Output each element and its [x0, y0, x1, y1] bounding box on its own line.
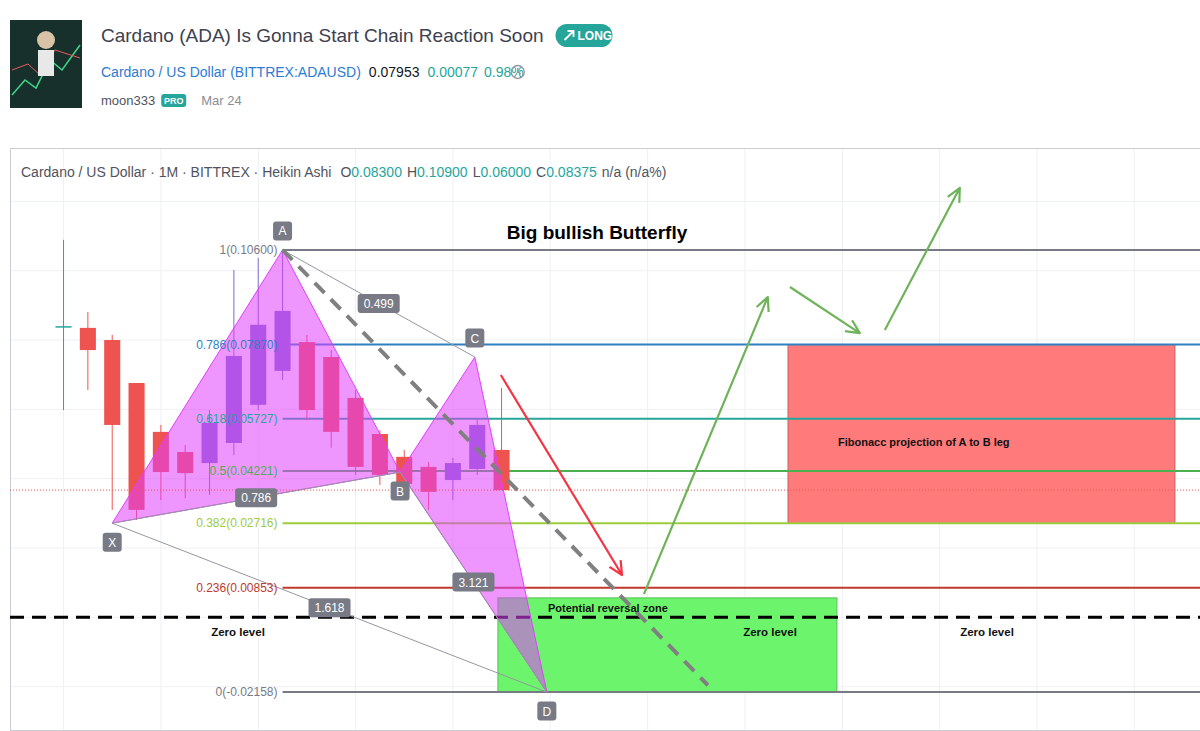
zero-level-label: Zero level — [211, 626, 265, 638]
fib-level-label: 0.618(0.05727) — [196, 412, 277, 426]
plot-area — [10, 188, 1200, 692]
plot-frame — [11, 149, 1200, 731]
ohlc-key: H — [407, 164, 417, 180]
pattern-point-text: D — [543, 705, 552, 719]
ohlc-key: C — [536, 164, 546, 180]
grid — [10, 148, 1200, 731]
ohlc-key: L — [473, 164, 481, 180]
projection-arrow — [885, 188, 960, 330]
ratio-label: 0.786 — [235, 488, 277, 507]
trend-line — [283, 250, 708, 685]
fib-level-line — [283, 522, 1200, 524]
zero-level-label: Zero level — [960, 626, 1014, 638]
long-badge: LONG — [556, 24, 613, 47]
candle-body — [104, 340, 120, 425]
chart-texts: Cardano / US Dollar · 1M · BITTREX · Hei… — [21, 164, 1014, 721]
grid-line-y — [10, 340, 1200, 341]
page-canvas: Cardano (ADA) Is Gonna Start Chain React… — [0, 0, 1200, 731]
grid-line-x — [63, 148, 64, 731]
ratio-label: 1.618 — [309, 598, 351, 617]
projection-arrow — [644, 297, 769, 594]
badge-text: LONG — [578, 29, 613, 43]
pattern-point-label: X — [103, 533, 122, 552]
idea-header: Cardano (ADA) Is Gonna Start Chain React… — [10, 20, 613, 108]
idea-title: Cardano (ADA) Is Gonna Start Chain React… — [101, 25, 544, 46]
clock-icon — [511, 66, 524, 79]
symbol-row: Cardano / US Dollar (BITTREX:ADAUSD) 0.07… — [101, 64, 524, 80]
candle-wick — [87, 312, 88, 390]
ohlc-key: O — [340, 164, 351, 180]
pattern-ratio-line — [112, 523, 547, 692]
pattern-point-label: B — [391, 482, 410, 501]
symbol-info: Cardano / US Dollar · 1M · BITTREX · Hei… — [21, 164, 331, 180]
zone-label: Fibonacc projection of A to B leg — [838, 436, 1010, 448]
pattern-point-label: C — [465, 329, 484, 348]
ratio-label-text: 3.121 — [458, 576, 488, 590]
fib-level-label: 0.5(0.04221) — [209, 464, 277, 478]
pattern-point-label: D — [537, 702, 556, 721]
pattern-point-text: A — [279, 224, 287, 238]
author-name: moon333 — [101, 93, 155, 108]
pattern-ratio-line — [400, 472, 547, 692]
ohlc-tail: n/a (n/a%) — [602, 164, 667, 180]
pro-badge: PRO — [161, 94, 186, 107]
zone-box — [788, 345, 1175, 524]
ratio-label-text: 0.499 — [364, 297, 394, 311]
zero-level-label: Zero level — [743, 626, 797, 638]
publish-date: Mar 24 — [201, 93, 241, 108]
pattern-point-text: X — [108, 536, 116, 550]
fib-level-label: 0.382(0.02716) — [196, 516, 277, 530]
ratio-label: 3.121 — [452, 573, 494, 592]
ratio-label-text: 0.786 — [241, 491, 271, 505]
fib-level-line — [283, 691, 1200, 693]
fib-level-line — [283, 249, 1200, 251]
symbol-link: Cardano / US Dollar (BITTREX:ADAUSD) — [101, 64, 361, 80]
candle-wick — [63, 240, 64, 410]
pattern-point-text: B — [396, 485, 404, 499]
zone-box — [498, 598, 837, 692]
pattern-triangle — [400, 357, 547, 692]
fib-level-label: 0.786(0.07870) — [196, 338, 277, 352]
last-price-line — [10, 490, 1200, 491]
fib-level-label: 0(-0.02158) — [216, 685, 278, 699]
chart-legend-info: Cardano / US Dollar · 1M · BITTREX · Hei… — [21, 164, 666, 180]
candle-body — [80, 328, 96, 350]
ohlc-value: 0.08300 — [351, 164, 402, 180]
fib-level-line — [283, 418, 1200, 420]
projection-arrow — [790, 287, 860, 333]
ratio-label-text: 1.618 — [315, 601, 345, 615]
ohlc-value: 0.06000 — [480, 164, 531, 180]
zero-level-line — [10, 616, 1200, 619]
pro-text: PRO — [164, 96, 184, 106]
projection-arrow — [501, 375, 622, 575]
pattern-ratio-line — [283, 250, 475, 357]
author-avatar — [10, 20, 82, 108]
price-change-percent: 0.98% — [484, 64, 524, 80]
ratio-label: 0.499 — [358, 294, 400, 313]
price-change: 0.00077 — [427, 64, 478, 80]
ohlc-value: 0.08375 — [546, 164, 597, 180]
zone-label: Potential reversal zone — [548, 602, 668, 614]
pattern-point-text: C — [470, 332, 479, 346]
fib-level-line — [283, 587, 1200, 589]
ohlc-value: 0.10900 — [417, 164, 468, 180]
grid-line-y — [10, 201, 1200, 202]
fib-level-label: 1(0.10600) — [220, 243, 278, 257]
last-price: 0.07953 — [369, 64, 420, 80]
pattern-point-label: A — [273, 221, 292, 240]
candle-body — [56, 326, 72, 328]
fib-level-line — [283, 344, 1200, 346]
grid-line-y — [10, 270, 1200, 271]
fib-level-label: 0.236(0.00853) — [196, 581, 277, 595]
headline: Big bullish Butterfly — [507, 222, 688, 243]
grid-line-y — [10, 617, 1200, 618]
